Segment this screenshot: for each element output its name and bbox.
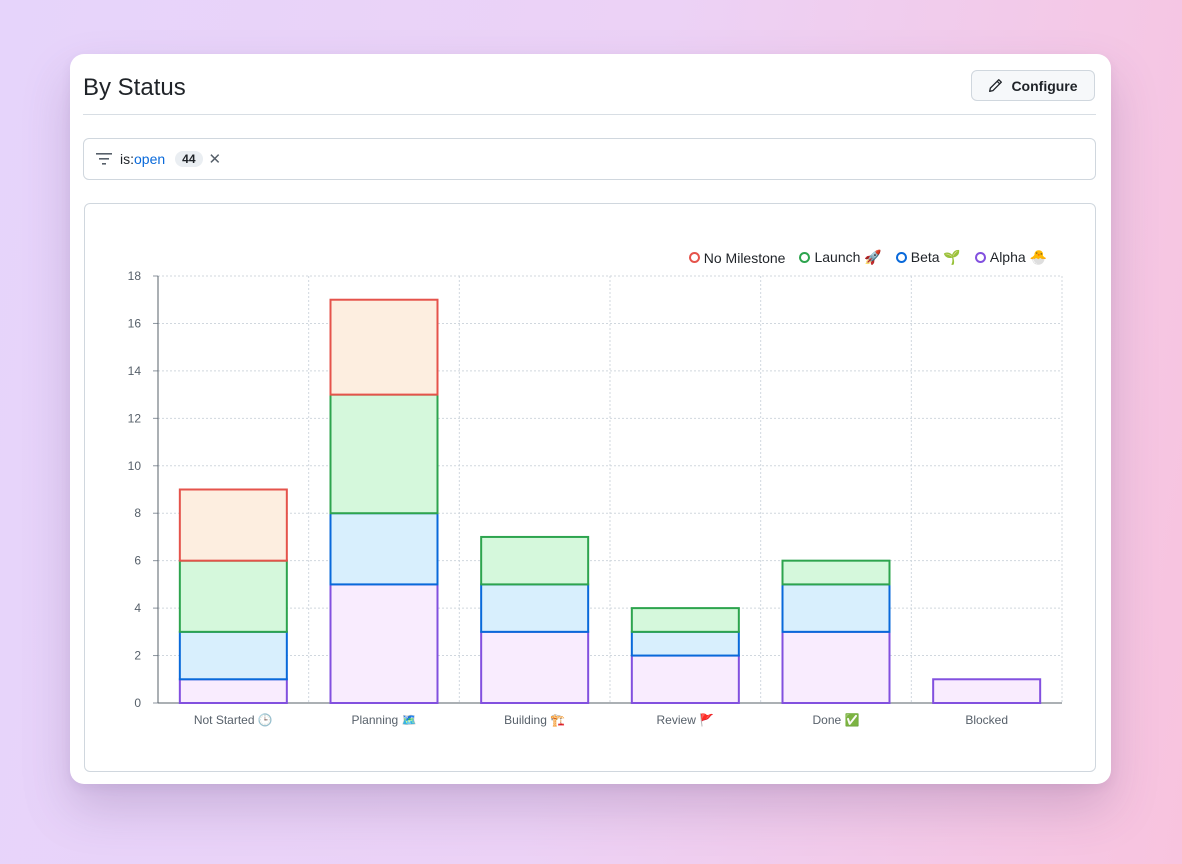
bar-segment: [480, 535, 590, 586]
bar-segment: [630, 630, 740, 657]
x-tick-label: Planning 🗺️: [352, 713, 417, 727]
stacked-bar-chart: 0 2 4 6 8 10 12 14 16 18 Not Started 🕒 Planning 🗺️ B…: [128, 269, 1063, 727]
x-tick-label: Blocked: [965, 713, 1008, 727]
x-tick-label: Review 🚩: [657, 713, 715, 727]
bar-segment: [480, 630, 590, 705]
legend-label: No Milestone: [703, 249, 786, 266]
bar-segment: [329, 393, 439, 515]
clear-filter-icon[interactable]: ✕: [208, 151, 222, 168]
y-tick-label: 6: [134, 554, 141, 568]
legend-swatch-icon: [895, 252, 907, 263]
bar-segment: [630, 654, 740, 704]
legend-label: Launch 🚀: [814, 249, 882, 265]
configure-button[interactable]: Configure: [971, 70, 1095, 101]
legend-item[interactable]: Alpha 🐣: [974, 249, 1047, 266]
filter-value: open: [134, 151, 166, 167]
bar-segment: [178, 559, 288, 633]
configure-label: Configure: [1011, 77, 1078, 94]
x-tick-label: Building 🏗️: [504, 713, 565, 727]
bar-segment: [781, 559, 891, 586]
pencil-icon: [989, 79, 1003, 92]
legend-item[interactable]: Launch 🚀: [799, 249, 882, 266]
filter-key: is:: [120, 151, 134, 167]
bar-segment: [932, 678, 1042, 704]
y-tick-label: 14: [128, 364, 142, 378]
bar-segment: [329, 512, 439, 586]
bar-segment: [329, 583, 439, 704]
legend-swatch-icon: [688, 252, 700, 263]
legend-item[interactable]: Beta 🌱: [895, 249, 961, 266]
legend-swatch-icon: [799, 252, 811, 263]
y-tick-label: 0: [134, 696, 141, 710]
chart-legend: No Milestone Launch 🚀 Beta 🌱 Alpha 🐣: [688, 249, 1047, 266]
filter-bar[interactable]: is: open 44 ✕: [83, 138, 1096, 180]
y-tick-label: 18: [128, 269, 142, 283]
bar-segment: [480, 583, 590, 633]
bar-segment: [178, 630, 288, 681]
legend-label: Alpha 🐣: [989, 249, 1047, 265]
bar-segment: [178, 678, 288, 704]
y-tick-label: 4: [134, 601, 141, 615]
y-tick-label: 8: [134, 506, 141, 520]
bar-segment: [630, 607, 740, 633]
y-tick-label: 2: [134, 649, 141, 663]
bar-segment: [781, 583, 891, 633]
y-tick-label: 10: [128, 459, 142, 473]
filter-count-badge: 44: [175, 151, 203, 167]
filter-icon: [96, 153, 112, 165]
bar-segment: [178, 488, 288, 562]
bar-segment: [781, 630, 891, 705]
x-tick-label: Not Started 🕒: [194, 713, 273, 727]
y-tick-label: 16: [128, 316, 142, 330]
legend-label: Beta 🌱: [910, 249, 961, 265]
x-tick-label: Done ✅: [813, 713, 860, 727]
panel-title: By Status: [83, 74, 186, 101]
legend-swatch-icon: [974, 252, 986, 263]
y-tick-label: 12: [128, 411, 142, 425]
status-panel: By Status Configure is: open 44 ✕ No Mile…: [70, 54, 1111, 784]
header-divider: [83, 114, 1096, 115]
bar-segment: [329, 298, 439, 396]
legend-item[interactable]: No Milestone: [688, 249, 786, 266]
chart-container: No Milestone Launch 🚀 Beta 🌱 Alpha 🐣 0 2 4 6 8 1…: [84, 203, 1096, 772]
